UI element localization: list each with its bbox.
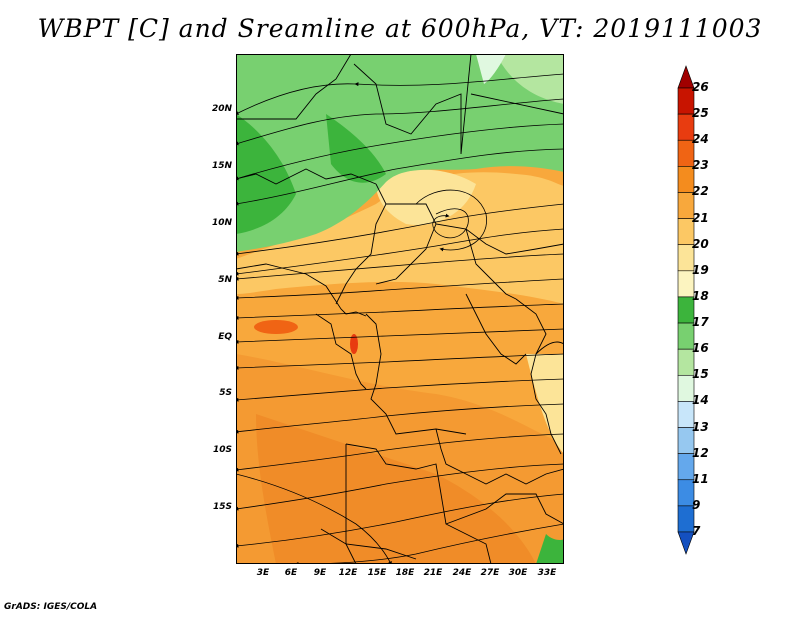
colorbar-label: 13	[692, 419, 709, 434]
wbpt-map	[236, 54, 564, 564]
colorbar-label: 25	[692, 106, 709, 121]
lon-label-21e: 21E	[423, 568, 443, 578]
lon-label-3e: 3E	[256, 568, 270, 578]
colorbar-label: 22	[692, 184, 709, 199]
lat-label-10n: 10N	[211, 218, 232, 228]
colorbar-label: 9	[692, 497, 701, 512]
streamlines	[236, 73, 564, 564]
colorbar-label: 18	[692, 288, 709, 303]
field-light-green	[496, 54, 564, 104]
field-green-dark-w	[236, 114, 296, 234]
lon-label-30e: 30E	[508, 568, 528, 578]
lat-label-5s: 5S	[219, 388, 232, 398]
lon-label-24e: 24E	[452, 568, 472, 578]
colorbar-segment	[677, 531, 695, 555]
chart-title: WBPT [C] and Sreamline at 600hPa, VT: 20…	[37, 14, 763, 43]
colorbar-label: 17	[692, 315, 709, 330]
map-border	[236, 54, 564, 564]
colorbar-label: 16	[692, 341, 709, 356]
footer-credit: GrADS: IGES/COLA	[4, 602, 98, 612]
map-panel	[236, 54, 564, 564]
lat-label-5n: 5N	[218, 275, 232, 285]
field-pale-north	[476, 54, 506, 84]
colorbar-label: 23	[692, 158, 709, 173]
field-green-dark-c	[326, 114, 386, 183]
colorbar	[677, 65, 695, 555]
lon-label-33e: 33E	[537, 568, 557, 578]
lat-label-15s: 15S	[212, 502, 232, 512]
colorbar-label: 26	[692, 80, 709, 94]
lon-label-6e: 6E	[284, 568, 298, 578]
colorbar-label: 19	[692, 262, 709, 277]
colorbar-label: 7	[692, 524, 701, 538]
field-south-dark	[256, 414, 536, 564]
lat-label-15n: 15N	[211, 161, 232, 171]
colorbar-label: 12	[692, 445, 709, 460]
field-pale-patch	[376, 169, 476, 225]
lat-label-10s: 10S	[212, 445, 232, 455]
lon-label-12e: 12E	[338, 568, 358, 578]
lat-label-20n: 20N	[211, 104, 232, 114]
colorbar-label: 24	[692, 132, 709, 147]
country-borders	[236, 54, 564, 564]
lon-label-15e: 15E	[367, 568, 387, 578]
lat-label-eq: EQ	[218, 332, 232, 342]
lon-label-18e: 18E	[395, 568, 415, 578]
colorbar-label: 11	[692, 471, 709, 486]
lon-label-27e: 27E	[480, 568, 500, 578]
colorbar-label: 21	[692, 210, 709, 225]
field-red-patch	[254, 320, 298, 334]
colorbar-label: 14	[692, 393, 709, 408]
colorbar-label: 20	[692, 236, 709, 251]
lon-label-9e: 9E	[313, 568, 327, 578]
field-red-spot	[350, 334, 358, 354]
field-green-se	[536, 534, 564, 564]
colorbar-label: 15	[692, 367, 709, 382]
